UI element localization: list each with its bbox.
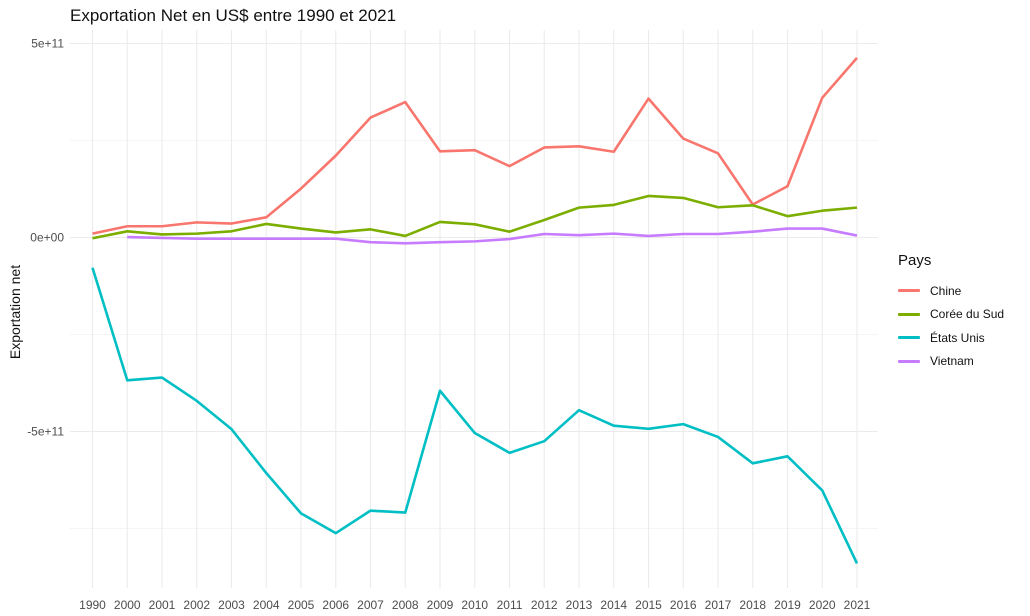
legend-item: Vietnam [898,350,1004,374]
x-tick-label: 2002 [183,598,210,612]
x-tick-label: 2000 [114,598,141,612]
legend: Pays Chine Corée du Sud États Unis Vietnam [898,252,1004,373]
x-tick-label: 2010 [461,598,488,612]
legend-swatch [898,289,920,293]
legend-label: Vietnam [930,354,974,369]
x-tick-label: 2020 [809,598,836,612]
chart-title: Exportation Net en US$ entre 1990 et 202… [70,6,397,25]
legend-label: Chine [930,283,962,298]
x-tick-label: 2015 [635,598,662,612]
x-tick-label: 2004 [253,598,280,612]
x-tick-label: 2009 [427,598,454,612]
y-tick-label: -5e+11 [27,425,64,439]
legend-item: Corée du Sud [898,303,1004,327]
x-tick-label: 2011 [497,598,523,612]
legend-label: États Unis [930,330,985,345]
series-line-vietnam [127,227,858,245]
series-line-coree-du-sud [92,194,858,240]
x-tick-label: 2021 [844,598,871,612]
y-tick-label: 5e+11 [31,37,64,51]
x-tick-label: 1990 [79,598,106,612]
x-tick-label: 2013 [566,598,593,612]
x-tick-label: 2008 [392,598,419,612]
legend-swatch [898,312,920,316]
x-tick-label: 2001 [149,598,176,612]
x-tick-label: 2005 [288,598,315,612]
x-tick-label: 2018 [739,598,766,612]
x-tick-label: 2006 [322,598,349,612]
x-tick-label: 2014 [600,598,627,612]
x-tick-label: 2012 [531,598,558,612]
legend-title: Pays [898,252,932,269]
x-tick-label: 2016 [670,598,697,612]
x-tick-label: 2019 [774,598,801,612]
y-tick-label: 0e+00 [30,231,64,245]
legend-item: États Unis [898,326,1004,350]
legend-swatch [898,336,920,340]
x-tick-label: 2007 [357,598,384,612]
legend-swatch [898,359,920,363]
x-tick-label: 2017 [705,598,732,612]
x-tick-label: 2003 [218,598,245,612]
series-line-etats-unis [91,267,859,564]
legend-item: Chine [898,279,1004,303]
legend-label: Corée du Sud [930,307,1005,322]
series-line-chine [92,57,858,235]
